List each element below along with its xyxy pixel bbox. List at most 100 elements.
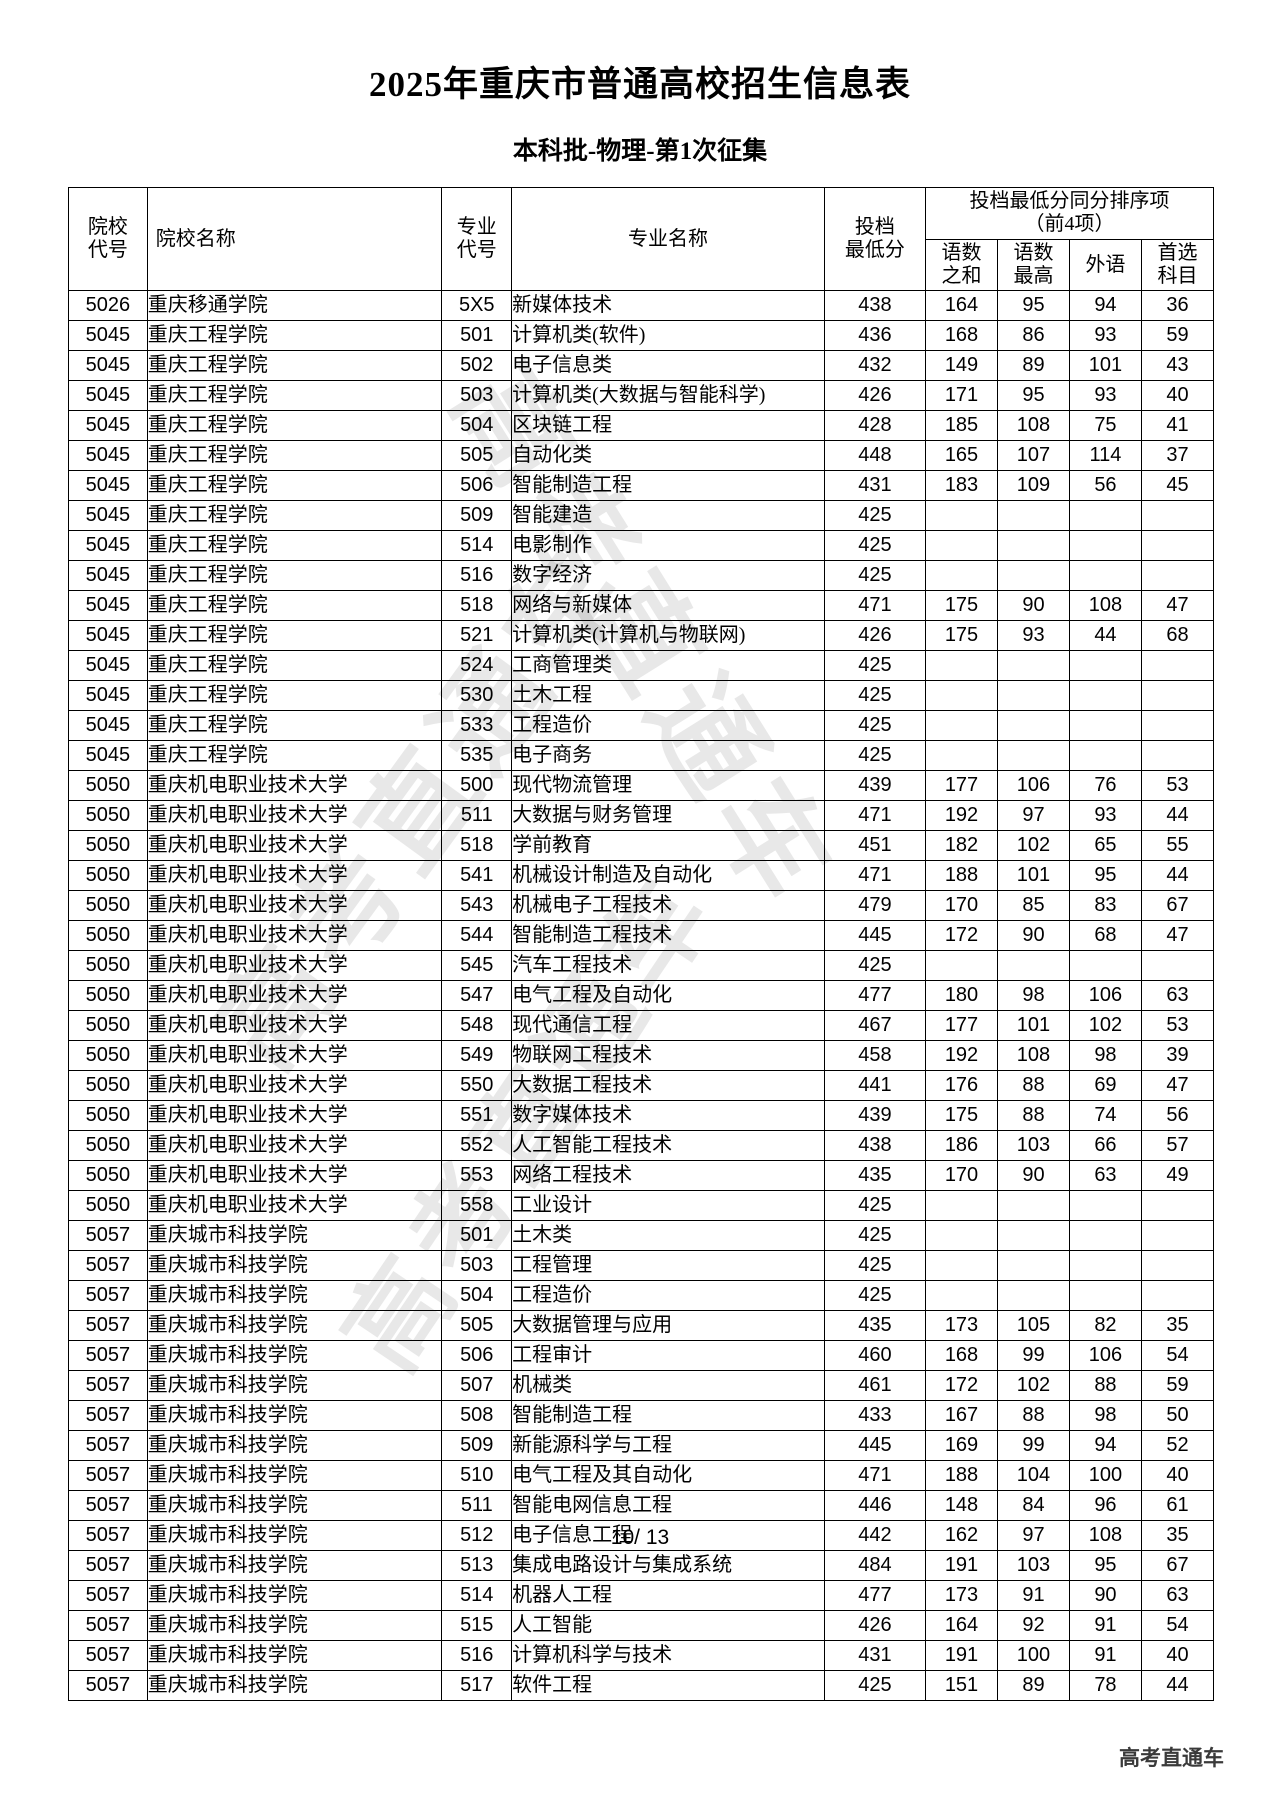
table-row: 5045 重庆工程学院 503 计算机类(大数据与智能科学) 426 171 95 93 40 <box>68 380 1215 411</box>
cell-school-name: 重庆城市科技学院 <box>146 1670 443 1701</box>
cell-major-name: 工程造价 <box>511 710 825 741</box>
cell-min-score: 435 <box>823 1160 927 1191</box>
cell-tiebreak-max: 103 <box>996 1130 1070 1161</box>
cell-school-code: 5045 <box>68 560 148 591</box>
cell-tiebreak-sum: 176 <box>925 1070 998 1101</box>
cell-major-code: 558 <box>441 1190 513 1221</box>
cell-major-name: 自动化类 <box>511 440 825 471</box>
cell-school-code: 5050 <box>68 1130 148 1161</box>
cell-major-code: 530 <box>441 680 513 711</box>
cell-tiebreak-first-choice: 61 <box>1140 1490 1215 1521</box>
cell-major-name: 汽车工程技术 <box>511 950 825 981</box>
cell-major-name: 学前教育 <box>511 830 825 861</box>
table-row: 5057 重庆城市科技学院 512 电子信息工程 442 162 97 108 35 <box>68 1520 1215 1551</box>
cell-school-code: 5057 <box>68 1400 148 1431</box>
cell-tiebreak-foreign <box>1068 1280 1142 1311</box>
cell-school-code: 5050 <box>68 1190 148 1221</box>
cell-min-score: 428 <box>823 410 927 441</box>
cell-school-code: 5057 <box>68 1370 148 1401</box>
cell-tiebreak-foreign: 91 <box>1068 1640 1142 1671</box>
table-row: 5057 重庆城市科技学院 503 工程管理 425 <box>68 1250 1215 1281</box>
cell-school-code: 5050 <box>68 1100 148 1131</box>
cell-tiebreak-first-choice: 68 <box>1140 620 1215 651</box>
cell-min-score: 426 <box>823 1610 927 1641</box>
cell-school-name: 重庆城市科技学院 <box>146 1250 443 1281</box>
cell-school-code: 5045 <box>68 710 148 741</box>
cell-tiebreak-max: 95 <box>996 380 1070 411</box>
table-row: 5057 重庆城市科技学院 508 智能制造工程 433 167 88 98 50 <box>68 1400 1215 1431</box>
cell-school-name: 重庆工程学院 <box>146 590 443 621</box>
admission-info-table: 院校 代号 院校名称 专业 代号 专业名称 投档 最低分 投档最低分同分排序项 <box>68 187 1215 1701</box>
cell-tiebreak-sum <box>925 710 998 741</box>
cell-school-name: 重庆工程学院 <box>146 350 443 381</box>
table-row: 5050 重庆机电职业技术大学 552 人工智能工程技术 438 186 103 66 57 <box>68 1130 1215 1161</box>
cell-school-code: 5045 <box>68 410 148 441</box>
col-header-tiebreak-group: 投档最低分同分排序项 （前4项） <box>925 187 1214 240</box>
cell-major-name: 机械类 <box>511 1370 825 1401</box>
cell-tiebreak-max: 85 <box>996 890 1070 921</box>
col-header-sub-sum: 语数 之和 <box>925 238 998 291</box>
table-row: 5045 重庆工程学院 530 土木工程 425 <box>68 680 1215 711</box>
cell-tiebreak-max <box>996 650 1070 681</box>
cell-major-name: 大数据管理与应用 <box>511 1310 825 1341</box>
cell-tiebreak-max <box>996 500 1070 531</box>
cell-school-name: 重庆机电职业技术大学 <box>146 1070 443 1101</box>
cell-tiebreak-max <box>996 950 1070 981</box>
cell-tiebreak-sum: 180 <box>925 980 998 1011</box>
cell-tiebreak-sum: 165 <box>925 440 998 471</box>
cell-major-name: 区块链工程 <box>511 410 825 441</box>
table-row: 5057 重庆城市科技学院 513 集成电路设计与集成系统 484 191 103 95 67 <box>68 1550 1215 1581</box>
cell-tiebreak-max: 105 <box>996 1310 1070 1341</box>
cell-tiebreak-first-choice <box>1140 1220 1215 1251</box>
cell-tiebreak-max <box>996 1280 1070 1311</box>
cell-min-score: 460 <box>823 1340 927 1371</box>
cell-tiebreak-max: 106 <box>996 770 1070 801</box>
cell-major-name: 机械电子工程技术 <box>511 890 825 921</box>
cell-major-code: 510 <box>441 1460 513 1491</box>
cell-major-code: 521 <box>441 620 513 651</box>
cell-min-score: 471 <box>823 800 927 831</box>
col-header-sub-foreign: 外语 <box>1068 238 1142 291</box>
cell-tiebreak-sum: 173 <box>925 1310 998 1341</box>
cell-tiebreak-first-choice: 59 <box>1140 320 1215 351</box>
table-row: 5057 重庆城市科技学院 501 土木类 425 <box>68 1220 1215 1251</box>
cell-school-code: 5057 <box>68 1430 148 1461</box>
cell-school-name: 重庆工程学院 <box>146 470 443 501</box>
cell-tiebreak-first-choice: 40 <box>1140 1460 1215 1491</box>
cell-min-score: 438 <box>823 1130 927 1161</box>
cell-major-name: 数字经济 <box>511 560 825 591</box>
cell-major-code: 549 <box>441 1040 513 1071</box>
cell-tiebreak-max: 89 <box>996 1670 1070 1701</box>
cell-major-name: 工程管理 <box>511 1250 825 1281</box>
cell-tiebreak-foreign: 94 <box>1068 290 1142 321</box>
table-row: 5057 重庆城市科技学院 507 机械类 461 172 102 88 59 <box>68 1370 1215 1401</box>
cell-major-code: 511 <box>441 1490 513 1521</box>
cell-school-name: 重庆机电职业技术大学 <box>146 1190 443 1221</box>
cell-min-score: 471 <box>823 1460 927 1491</box>
cell-tiebreak-foreign <box>1068 950 1142 981</box>
cell-min-score: 425 <box>823 1280 927 1311</box>
cell-major-code: 509 <box>441 1430 513 1461</box>
cell-major-name: 智能建造 <box>511 500 825 531</box>
cell-school-name: 重庆机电职业技术大学 <box>146 830 443 861</box>
cell-school-code: 5057 <box>68 1490 148 1521</box>
cell-school-code: 5050 <box>68 770 148 801</box>
cell-min-score: 425 <box>823 1190 927 1221</box>
cell-major-name: 工程审计 <box>511 1340 825 1371</box>
cell-major-name: 现代通信工程 <box>511 1010 825 1041</box>
cell-tiebreak-foreign: 91 <box>1068 1610 1142 1641</box>
cell-tiebreak-first-choice: 59 <box>1140 1370 1215 1401</box>
cell-school-name: 重庆机电职业技术大学 <box>146 1160 443 1191</box>
cell-tiebreak-first-choice: 36 <box>1140 290 1215 321</box>
cell-major-name: 人工智能 <box>511 1610 825 1641</box>
cell-major-code: 541 <box>441 860 513 891</box>
cell-major-name: 土木类 <box>511 1220 825 1251</box>
cell-tiebreak-foreign: 82 <box>1068 1310 1142 1341</box>
cell-tiebreak-first-choice: 35 <box>1140 1520 1215 1551</box>
cell-major-code: 506 <box>441 470 513 501</box>
cell-school-code: 5050 <box>68 860 148 891</box>
cell-tiebreak-sum <box>925 680 998 711</box>
cell-tiebreak-max: 107 <box>996 440 1070 471</box>
cell-major-name: 人工智能工程技术 <box>511 1130 825 1161</box>
cell-tiebreak-first-choice: 47 <box>1140 920 1215 951</box>
